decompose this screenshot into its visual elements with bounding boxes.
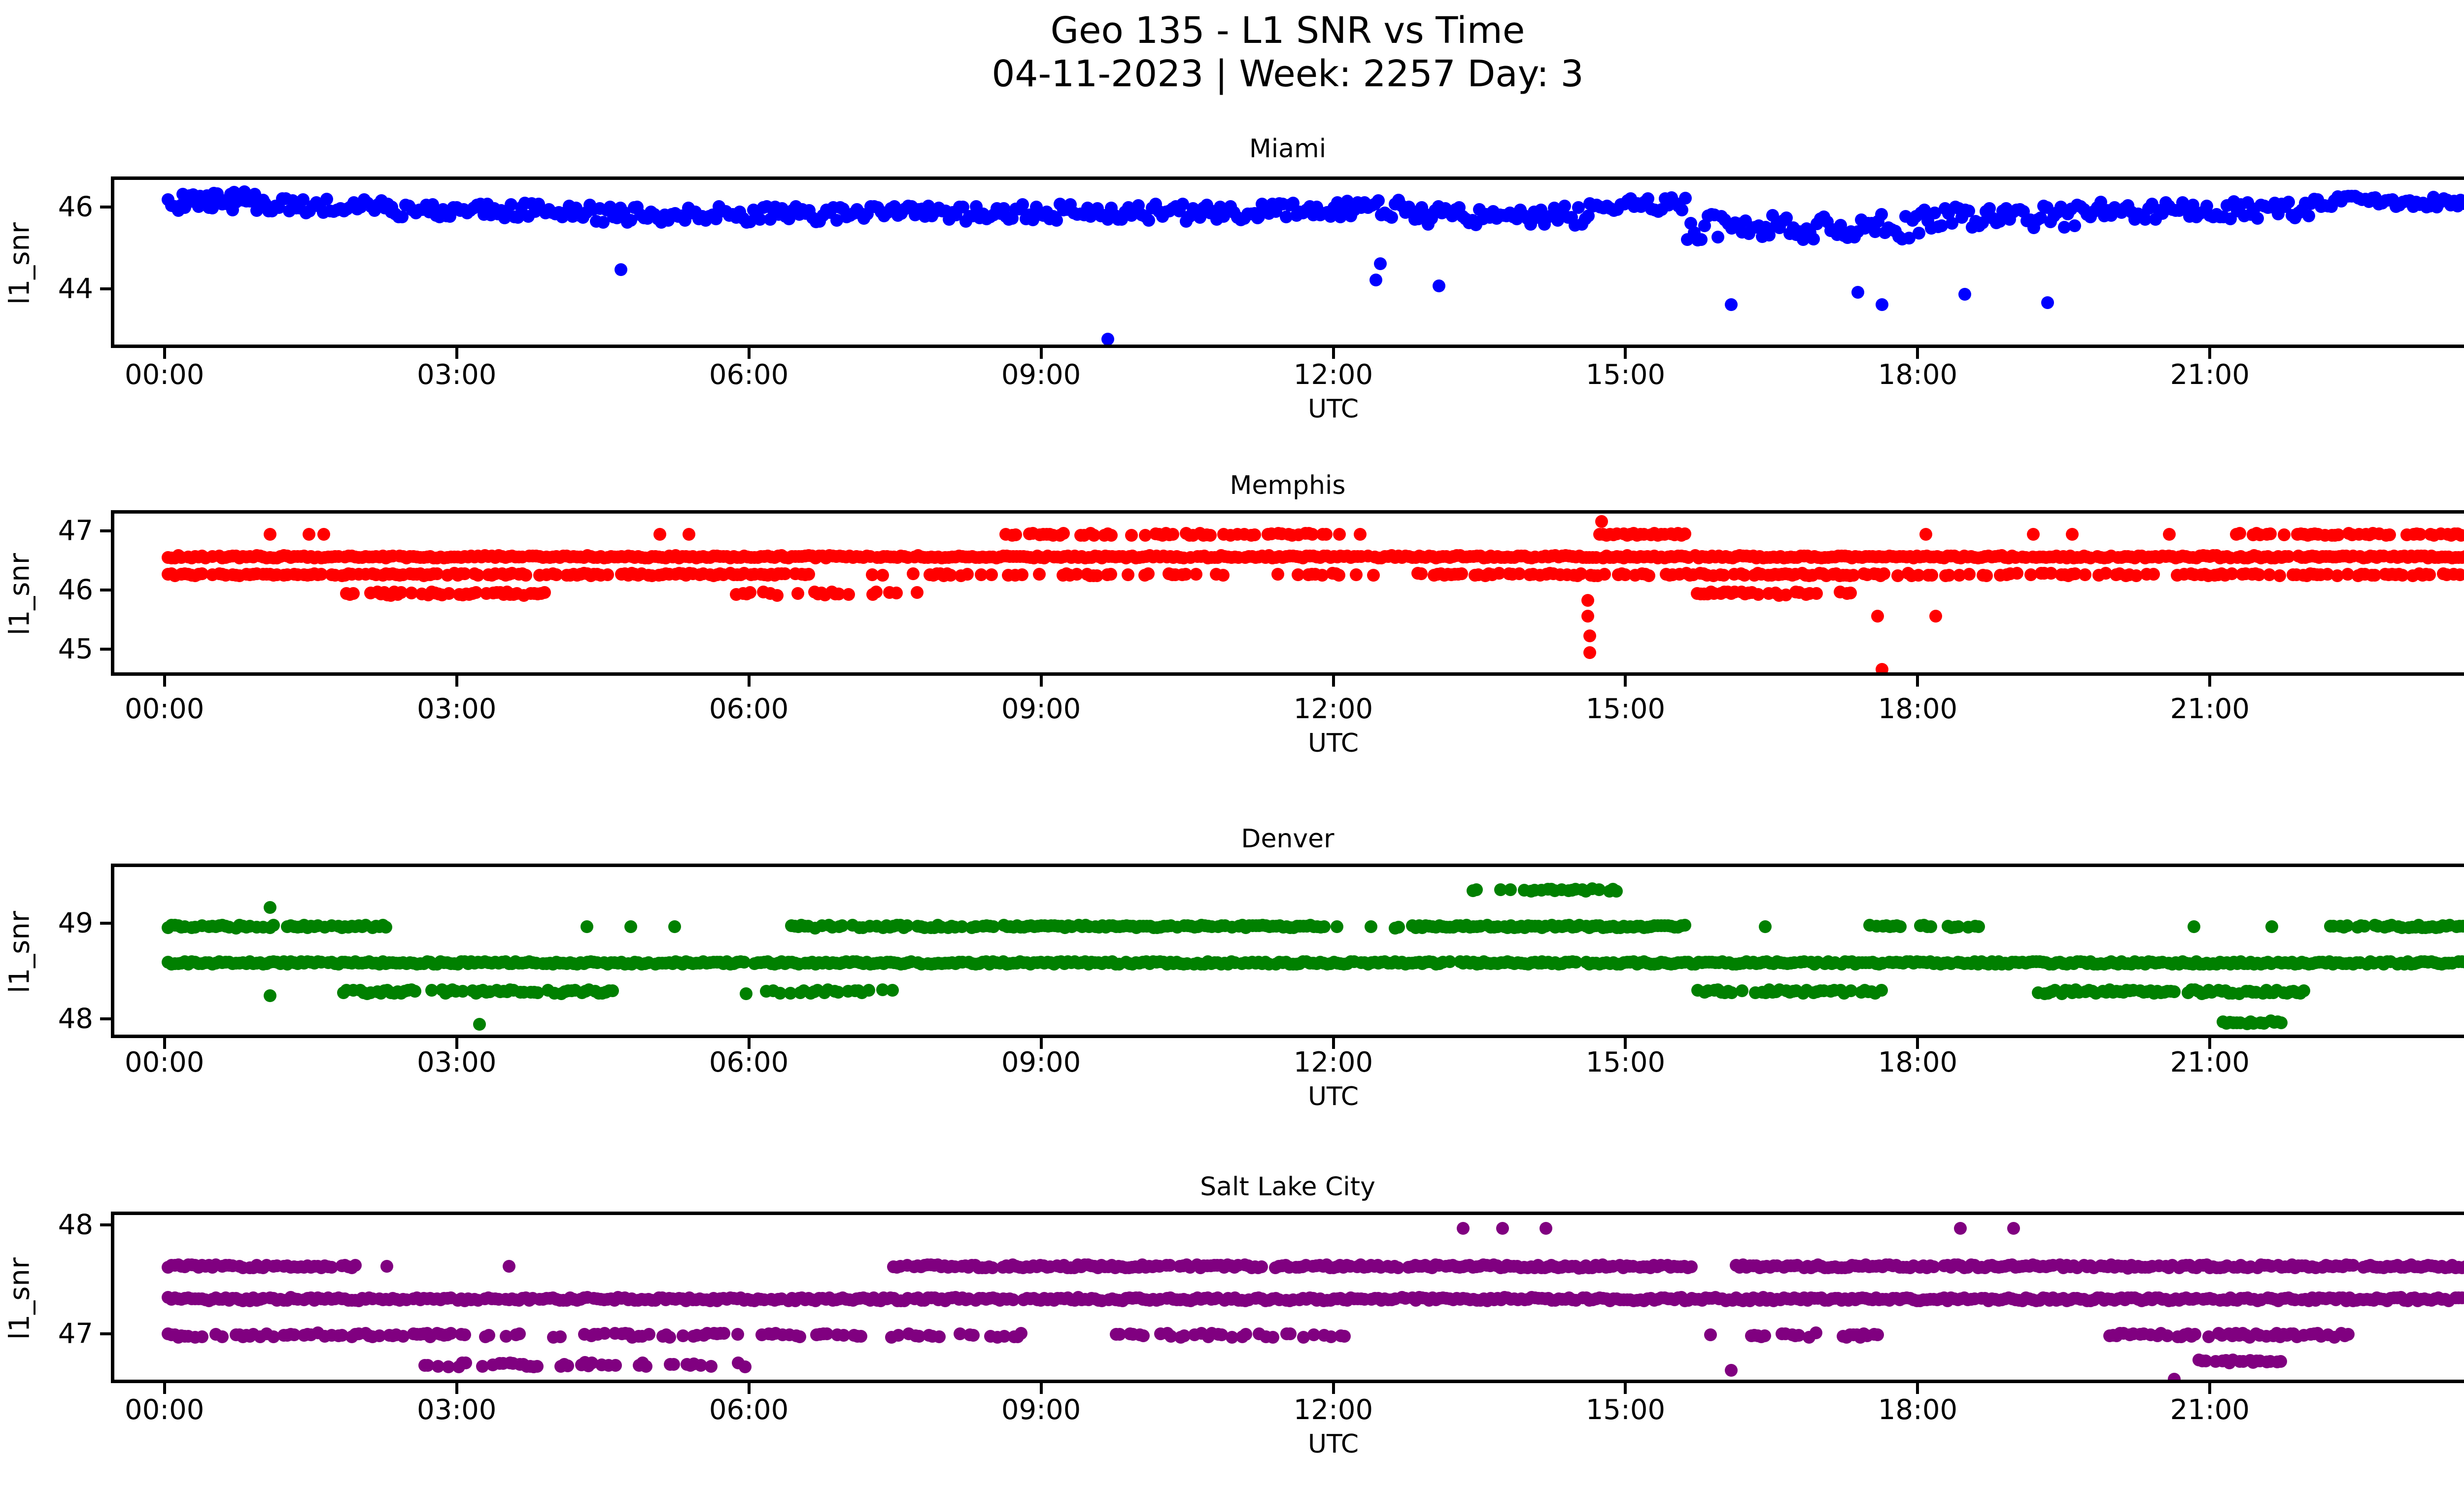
data-point: [216, 1330, 229, 1344]
data-point: [793, 1330, 806, 1344]
y-axis-label: l1_snr: [3, 1257, 36, 1340]
data-point: [718, 1326, 731, 1340]
data-point: [1809, 1326, 1822, 1340]
data-point: [1684, 1260, 1698, 1274]
data-point: [320, 193, 333, 206]
data-point: [1137, 1329, 1150, 1342]
data-point: [1338, 1330, 1351, 1343]
data-point: [502, 1260, 515, 1273]
data-point: [643, 1328, 656, 1341]
x-tick-label: 00:00: [125, 1394, 205, 1426]
x-tick-label: 06:00: [709, 1394, 789, 1426]
data-point: [1239, 1328, 1252, 1341]
figure-suptitle: Geo 135 - L1 SNR vs Time 04-11-2023 | We…: [992, 9, 1584, 95]
x-axis-label: UTC: [1307, 1429, 1359, 1459]
data-point: [1704, 1328, 1717, 1341]
x-tick-mark: [747, 1383, 751, 1394]
data-point: [482, 1328, 495, 1342]
y-tick-mark: [100, 1223, 111, 1226]
data-point: [2007, 1221, 2020, 1235]
data-point: [2274, 1355, 2287, 1368]
x-tick-label: 12:00: [1293, 1394, 1373, 1426]
data-point: [210, 187, 224, 200]
subplot-title: Salt Lake City: [1200, 1172, 1375, 1202]
data-point: [1758, 1329, 1772, 1343]
data-point: [2342, 1328, 2355, 1341]
x-tick-label: 18:00: [1878, 1394, 1958, 1426]
data-point: [1540, 1221, 1553, 1235]
data-point: [738, 1360, 752, 1373]
data-point: [554, 1330, 567, 1344]
x-tick-mark: [1916, 1383, 1919, 1394]
data-point: [1015, 1326, 1028, 1340]
data-point: [967, 1329, 980, 1342]
x-tick-mark: [1624, 1383, 1627, 1394]
data-point: [933, 1330, 946, 1343]
x-tick-mark: [455, 1383, 458, 1394]
data-point: [2188, 1327, 2201, 1341]
data-point: [380, 1260, 394, 1273]
data-point: [855, 1330, 867, 1343]
subplot-title: Miami: [1249, 134, 1327, 164]
data-point: [349, 1259, 362, 1272]
x-tick-label: 03:00: [416, 1394, 497, 1426]
data-point: [1255, 1260, 1268, 1274]
data-point: [731, 1328, 744, 1341]
x-tick-label: 21:00: [2170, 1394, 2250, 1426]
data-point: [513, 1327, 526, 1341]
data-point: [195, 1330, 208, 1344]
plot-area: [111, 176, 2464, 348]
data-point: [667, 1357, 680, 1371]
x-tick-mark: [1332, 1383, 1335, 1394]
data-point: [1266, 1331, 1279, 1344]
x-tick-mark: [1039, 1383, 1043, 1394]
data-point: [1457, 1221, 1470, 1235]
x-tick-mark: [2208, 1383, 2212, 1394]
data-point: [1871, 1328, 1884, 1341]
data-point: [1283, 1327, 1297, 1341]
data-point: [640, 1359, 653, 1373]
data-point: [248, 187, 261, 201]
data-point: [663, 1330, 676, 1344]
y-tick-label: 48: [58, 1209, 93, 1241]
data-point: [561, 1359, 575, 1373]
x-tick-label: 09:00: [1001, 1394, 1081, 1426]
x-tick-mark: [163, 1383, 166, 1394]
data-point: [459, 1356, 472, 1369]
plot-area: [111, 1212, 2464, 1383]
data-point: [530, 1360, 544, 1373]
data-point: [1496, 1221, 1509, 1235]
data-point: [1953, 1221, 1967, 1235]
data-point: [704, 1359, 718, 1373]
x-tick-label: 15:00: [1585, 1394, 1666, 1426]
data-point: [458, 1328, 471, 1341]
x-tick-label: 00:00: [2463, 1394, 2464, 1426]
data-point: [1725, 1363, 1738, 1377]
data-point: [2168, 1372, 2181, 1380]
y-tick-mark: [100, 1332, 111, 1336]
data-point: [609, 1358, 622, 1372]
